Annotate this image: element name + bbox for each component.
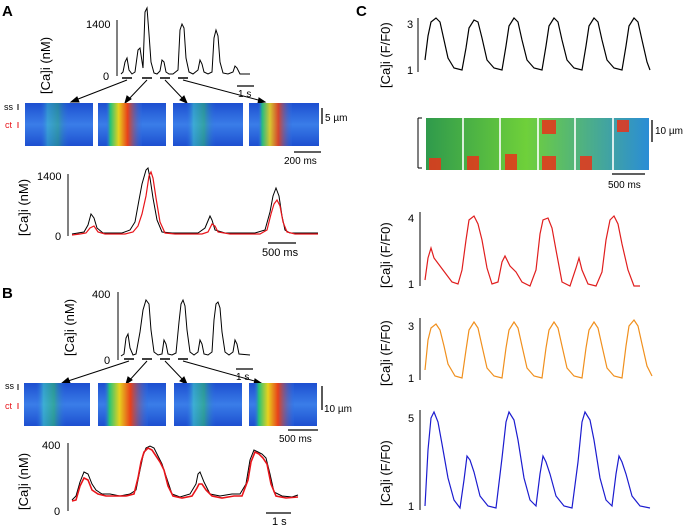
panel-a-overlay: [Ca]i (nM) 1400 0 500 ms xyxy=(16,166,318,259)
panel-a-overlay-ytick-lo: 0 xyxy=(55,231,61,243)
panel-c-letter: C xyxy=(356,3,367,20)
panel-c-scale-v: 10 µm xyxy=(655,126,683,137)
panel-a-top-ylabel: [Ca]i (nM) xyxy=(38,37,53,94)
panel-b-overlay-ytick-hi: 400 xyxy=(42,440,60,452)
panel-b-top-ylabel: [Ca]i (nM) xyxy=(62,299,77,356)
panel-c-scan-dividers xyxy=(462,118,614,170)
panel-c-trace-1-ytick-lo: 1 xyxy=(407,65,413,77)
panel-b-overlay: [Ca]i (nM) 400 0 1 s xyxy=(16,440,299,528)
panel-a-overlay-ytick-hi: 1400 xyxy=(37,171,61,183)
panel-b: B [Ca]i (nM) 400 0 1 s ss xyxy=(2,285,352,528)
panel-c-trace-3-line xyxy=(424,318,653,379)
panel-c-trace-2-line xyxy=(424,214,640,287)
panel-a-top-ytick-hi: 1400 xyxy=(86,19,110,31)
panel-a-overlay-black xyxy=(71,166,318,235)
panel-c-trace-3-ytick-hi: 3 xyxy=(408,321,414,333)
panel-a-letter: A xyxy=(2,3,13,20)
panel-b-overlay-ytick-lo: 0 xyxy=(54,506,60,518)
panel-a-label-ss: ss xyxy=(4,102,14,112)
panel-c-scan-hotspots xyxy=(429,120,629,170)
panel-b-top-ytick-lo: 0 xyxy=(104,355,110,367)
panel-c: C [Ca]i (F/F0) 3 1 xyxy=(356,3,683,513)
panel-b-top-ytick-hi: 400 xyxy=(92,289,110,301)
panel-a-top-trace-line xyxy=(120,6,250,75)
panel-b-arrows xyxy=(60,360,263,386)
panel-c-scale-h: 500 ms xyxy=(608,180,641,191)
panel-c-trace-1-ytick-hi: 3 xyxy=(407,19,413,31)
panel-a-top-ytick-lo: 0 xyxy=(103,71,109,83)
panel-c-trace-4-ytick-hi: 5 xyxy=(408,413,414,425)
panel-c-trace-3-ylabel: [Ca]i (F/F0) xyxy=(378,320,393,386)
panel-a-overlay-scale: 500 ms xyxy=(262,247,299,259)
panel-b-overlay-red xyxy=(71,447,299,502)
panel-a-overlay-ylabel: [Ca]i (nM) xyxy=(16,179,31,236)
panel-b-overlay-ylabel: [Ca]i (nM) xyxy=(16,453,31,510)
panel-c-trace-4-ylabel: [Ca]i (F/F0) xyxy=(378,440,393,506)
panel-a-overlay-red xyxy=(71,170,318,236)
panel-b-label-ss: ss xyxy=(5,381,15,391)
panel-b-linescans: ss ct 10 µm 500 ms xyxy=(5,381,352,445)
panel-b-top-trace: [Ca]i (nM) 400 0 1 s xyxy=(60,289,263,386)
panel-b-overlay-black xyxy=(71,445,299,501)
panel-a-top-scale: 1 s xyxy=(238,89,251,100)
panel-b-letter: B xyxy=(2,285,13,302)
panel-c-trace-2: [Ca]i (F/F0) 4 1 xyxy=(378,212,640,291)
panel-a-scale-v: 5 µm xyxy=(325,113,347,124)
panel-a: A [Ca]i (nM) 1400 0 1 s xyxy=(2,3,347,259)
panel-a-top-trace: [Ca]i (nM) 1400 0 1 s xyxy=(38,6,267,105)
panel-b-label-ct: ct xyxy=(5,401,13,411)
panel-c-trace-1-ylabel: [Ca]i (F/F0) xyxy=(378,22,393,88)
panel-c-trace-4-ytick-lo: 1 xyxy=(408,501,414,513)
panel-c-trace-2-ytick-lo: 1 xyxy=(408,279,414,291)
panel-b-top-trace-line xyxy=(120,298,251,357)
panel-c-trace-2-ytick-hi: 4 xyxy=(408,213,414,225)
panel-a-arrows xyxy=(69,79,267,105)
panel-c-trace-3-ytick-lo: 1 xyxy=(408,373,414,385)
panel-b-scale-v: 10 µm xyxy=(324,404,352,415)
panel-c-trace-2-ylabel: [Ca]i (F/F0) xyxy=(378,222,393,288)
panel-c-trace-4-line xyxy=(424,410,651,510)
panel-a-label-ct: ct xyxy=(5,120,13,130)
panel-b-overlay-scale: 1 s xyxy=(272,516,287,528)
panel-b-scale-h: 500 ms xyxy=(279,434,312,445)
panel-a-linescans: ss ct 5 µm 200 ms xyxy=(4,102,347,167)
panel-c-linescan: 10 µm 500 ms xyxy=(417,117,683,191)
panel-c-trace-4: [Ca]i (F/F0) 5 1 xyxy=(378,410,651,513)
panel-c-trace-3: [Ca]i (F/F0) 3 1 xyxy=(378,318,653,386)
panel-a-scale-h: 200 ms xyxy=(284,156,317,167)
panel-c-trace-1: [Ca]i (F/F0) 3 1 xyxy=(378,17,651,88)
panel-c-trace-1-line xyxy=(424,17,651,71)
